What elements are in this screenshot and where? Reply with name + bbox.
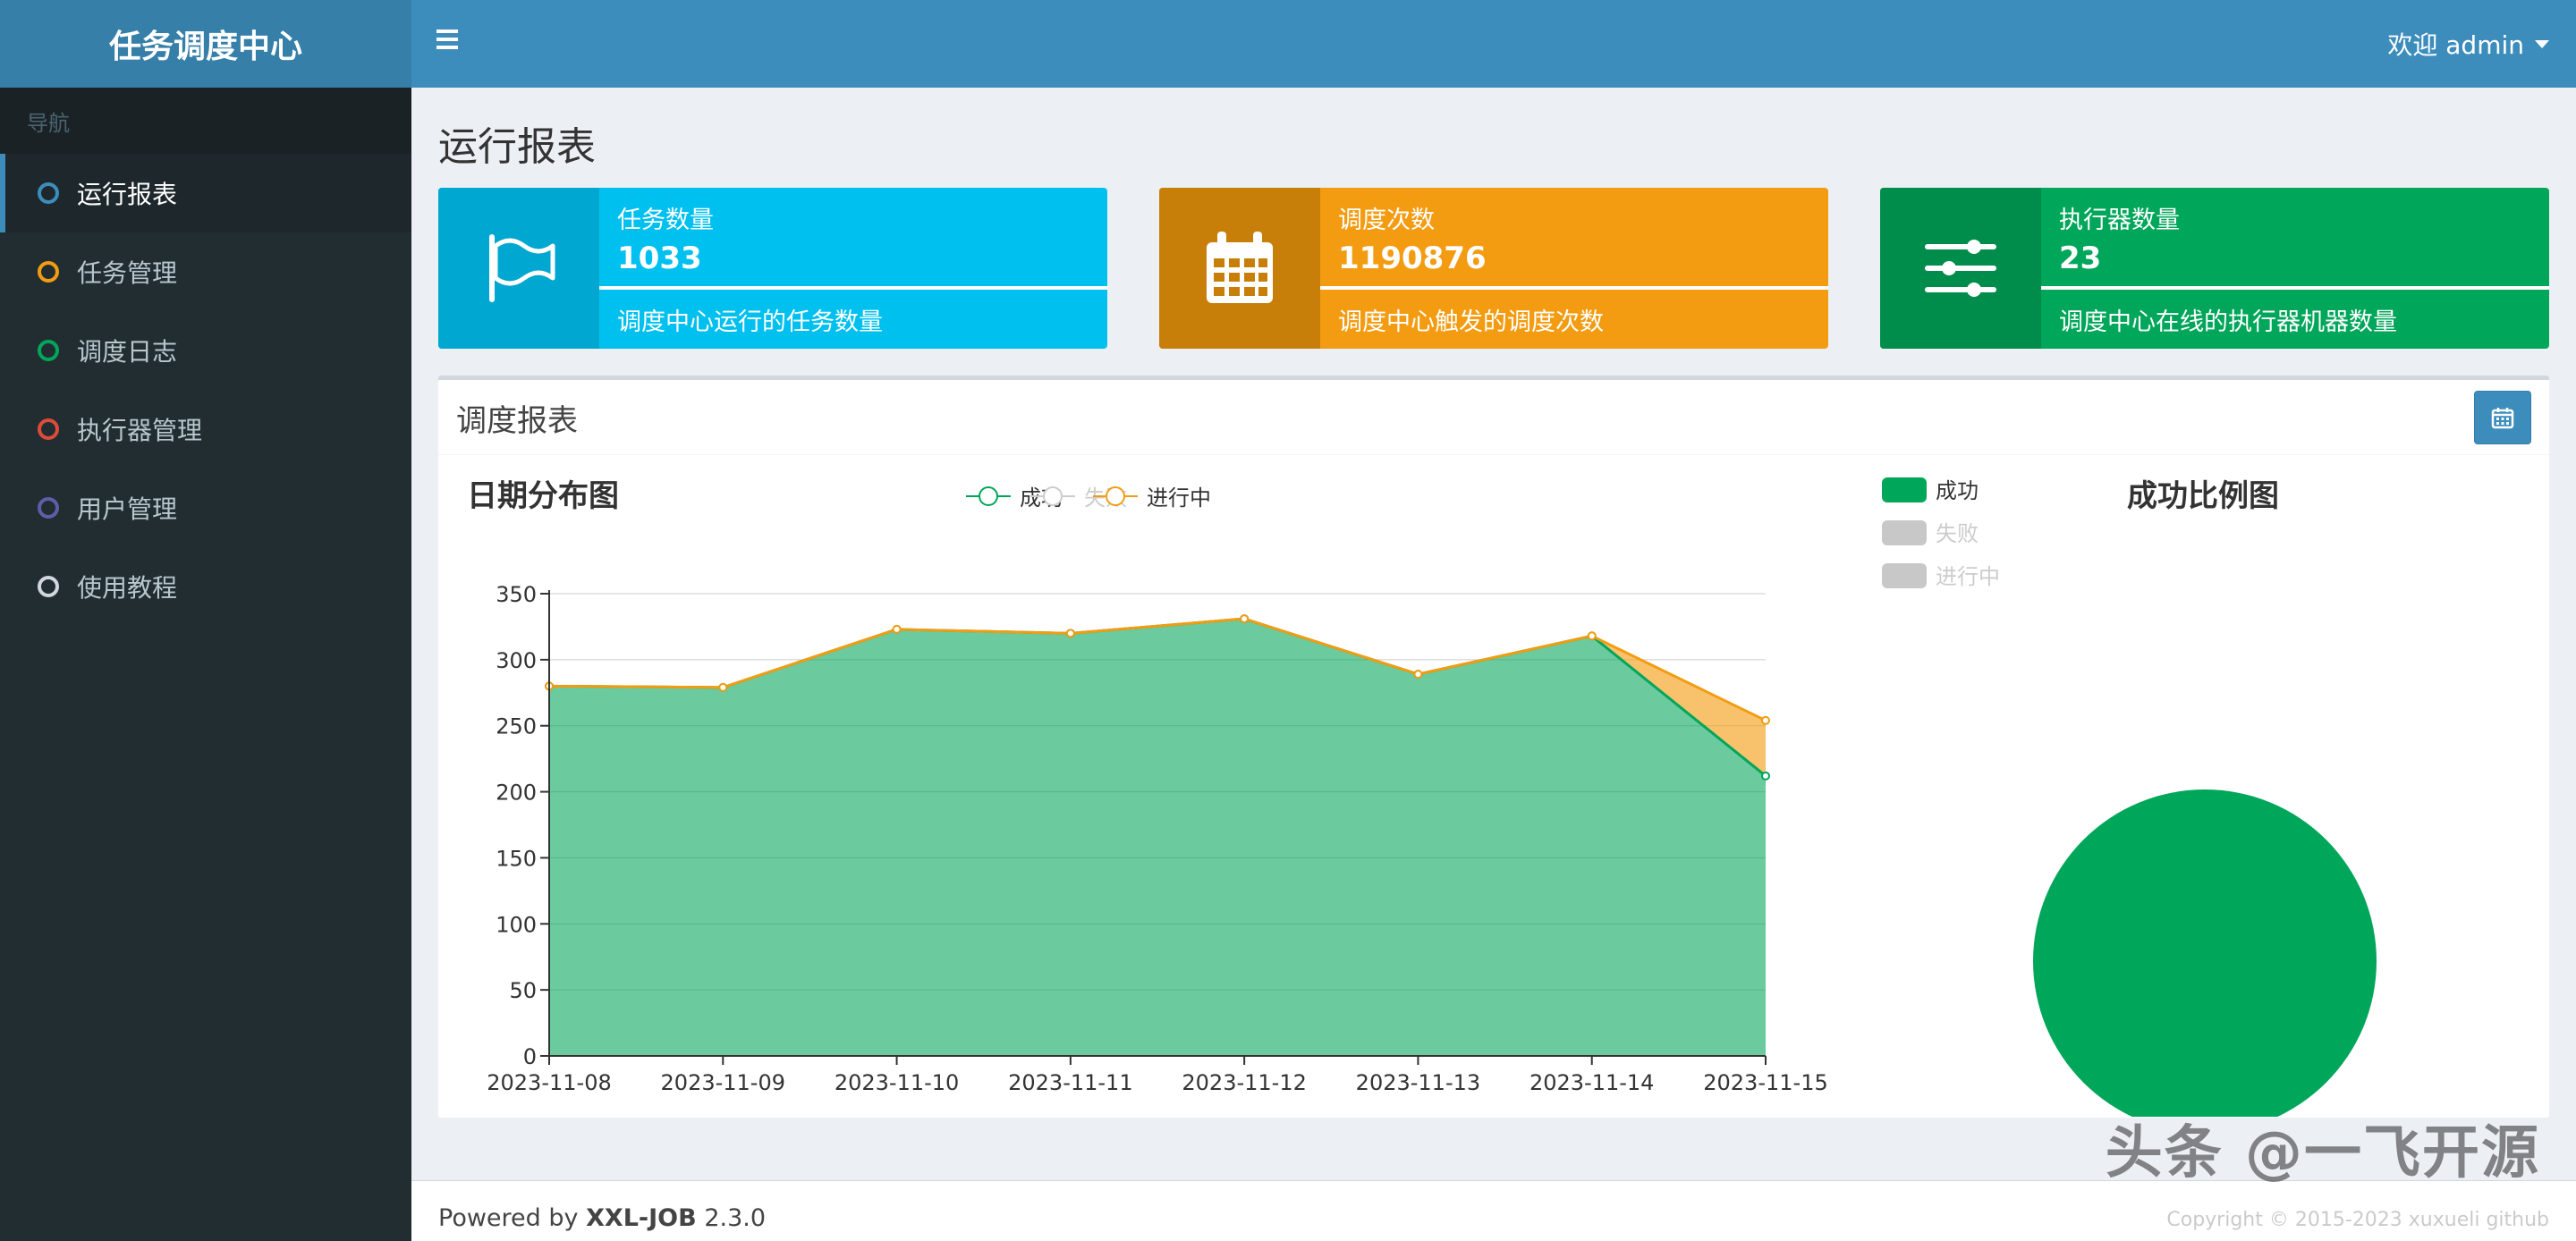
nav-list: 运行报表任务管理调度日志执行器管理用户管理使用教程 [0, 154, 411, 626]
x-tick-label: 2023-11-12 [1182, 1070, 1306, 1095]
info-box-trigger-count: 调度次数 1190876 调度中心触发的调度次数 [1159, 188, 1828, 349]
content-wrapper: 运行报表 任务数量 1033 调度中心运行的任务数量 [411, 88, 2576, 1241]
y-tick-label: 0 [523, 1044, 537, 1069]
circle-icon [38, 576, 59, 597]
report-panel: 调度报表 日期分布图 成功比例图 成功 失败 进行中 0 50 100 150 200 250 300… [438, 376, 2549, 1118]
page-title: 运行报表 [438, 124, 596, 170]
info-number: 1190876 [1338, 241, 1487, 276]
x-tick-label: 2023-11-09 [661, 1070, 785, 1095]
sidebar-item-label: 运行报表 [77, 180, 178, 209]
point-in-progress [892, 624, 902, 634]
watermark: 头条 @一飞开源 [2105, 1120, 2540, 1186]
welcome-text: 欢迎 admin [2387, 30, 2524, 60]
y-tick-label: 100 [496, 912, 537, 937]
progress-bar [2041, 286, 2549, 290]
caret-down-icon [2535, 39, 2549, 48]
info-title: 调度次数 [1338, 207, 1435, 234]
footer: Powered by XXL-JOB 2.3.0 [411, 1180, 2576, 1241]
user-menu[interactable]: 欢迎 admin [2387, 0, 2549, 88]
legend-label-2: 进行中 [1147, 485, 1211, 511]
sidebar: 任务调度中心 导航 运行报表任务管理调度日志执行器管理用户管理使用教程 [0, 0, 411, 1241]
footer-text: Powered by XXL-JOB 2.3.0 [438, 1204, 766, 1232]
footer-prefix: Powered by [438, 1204, 579, 1232]
nav-header: 导航 [0, 88, 411, 154]
circle-icon [38, 418, 59, 440]
y-tick-label: 50 [509, 978, 537, 1003]
sidebar-item-3[interactable]: 执行器管理 [0, 390, 411, 469]
info-title: 执行器数量 [2059, 207, 2180, 234]
circle-icon [38, 261, 59, 283]
pie-legend-marker-2 [1882, 563, 1927, 588]
info-box-task-count: 任务数量 1033 调度中心运行的任务数量 [438, 188, 1107, 349]
pie-legend-label-2: 进行中 [1936, 564, 2000, 589]
info-number: 23 [2059, 241, 2102, 276]
report-header: 调度报表 [438, 380, 2549, 455]
sidebar-item-1[interactable]: 任务管理 [0, 232, 411, 311]
chart-title: 日期分布图 [467, 478, 619, 514]
y-tick-label: 200 [496, 781, 537, 806]
sliders-icon [1880, 188, 2041, 349]
pie-title: 成功比例图 [2127, 478, 2279, 514]
footer-version: 2.3.0 [704, 1204, 767, 1232]
x-tick-label: 2023-11-08 [487, 1070, 611, 1095]
copyright-text: Copyright © 2015-2023 xuxueli github [2166, 1209, 2549, 1231]
x-tick-label: 2023-11-15 [1703, 1070, 1827, 1095]
point-in-progress [1587, 631, 1597, 641]
info-description: 调度中心在线的执行器机器数量 [2059, 308, 2397, 336]
pie-legend-label-1: 失败 [1936, 521, 1979, 546]
sidebar-item-label: 用户管理 [77, 494, 178, 524]
info-box-executor-count: 执行器数量 23 调度中心在线的执行器机器数量 [1880, 188, 2549, 349]
info-description: 调度中心运行的任务数量 [617, 308, 883, 336]
menu-toggle-icon[interactable] [436, 25, 478, 63]
sidebar-item-2[interactable]: 调度日志 [0, 311, 411, 390]
footer-brand[interactable]: XXL-JOB [586, 1204, 697, 1232]
sidebar-item-5[interactable]: 使用教程 [0, 547, 411, 626]
sidebar-item-label: 任务管理 [77, 258, 178, 288]
point-in-progress [1413, 670, 1423, 680]
circle-icon [38, 497, 59, 519]
sidebar-item-0[interactable]: 运行报表 [0, 154, 411, 232]
calendar-icon [1159, 188, 1320, 349]
calendar-icon [2491, 408, 2514, 429]
circle-icon [38, 340, 59, 361]
y-tick-label: 150 [496, 846, 537, 871]
line-in-progress [548, 617, 1767, 722]
flag-icon [438, 188, 599, 349]
info-number: 1033 [617, 241, 702, 276]
pie-legend-marker-0 [1882, 477, 1927, 502]
x-tick-label: 2023-11-13 [1356, 1070, 1480, 1095]
y-tick-label: 300 [496, 648, 537, 673]
sidebar-item-label: 调度日志 [77, 337, 178, 367]
brand-title[interactable]: 任务调度中心 [0, 0, 411, 88]
report-title: 调度报表 [456, 403, 578, 439]
sidebar-item-label: 使用教程 [77, 573, 178, 603]
point-in-progress [1761, 715, 1770, 725]
info-title: 任务数量 [617, 207, 714, 234]
sidebar-item-4[interactable]: 用户管理 [0, 469, 411, 547]
top-navbar: 欢迎 admin [411, 0, 2576, 88]
point-in-progress [718, 682, 728, 692]
y-tick-label: 250 [496, 714, 537, 739]
legend-marker-2 [1106, 486, 1125, 506]
sidebar-item-label: 执行器管理 [77, 416, 203, 445]
pie-legend-label-0: 成功 [1936, 478, 1979, 503]
info-description: 调度中心触发的调度次数 [1338, 308, 1604, 336]
progress-bar [1320, 286, 1828, 290]
progress-bar [599, 286, 1107, 290]
y-tick-label: 350 [496, 582, 537, 607]
point-in-progress [1065, 629, 1075, 638]
x-tick-label: 2023-11-10 [835, 1070, 959, 1095]
legend-marker-0 [979, 486, 998, 506]
pie-slice-0 [2033, 789, 2377, 1117]
x-tick-label: 2023-11-11 [1008, 1070, 1132, 1095]
circle-icon [38, 182, 59, 204]
point-in-progress [1240, 614, 1250, 624]
pie-legend-marker-1 [1882, 520, 1927, 545]
point-success [1761, 771, 1770, 781]
x-tick-label: 2023-11-14 [1530, 1070, 1654, 1095]
legend-marker-1 [1043, 486, 1063, 506]
date-range-button[interactable] [2474, 391, 2531, 444]
area-success [549, 619, 1766, 1056]
